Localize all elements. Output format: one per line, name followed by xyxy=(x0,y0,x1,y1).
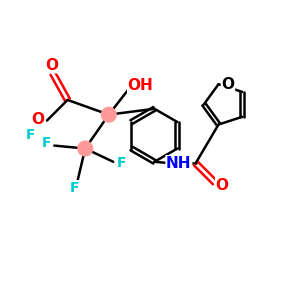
Text: F: F xyxy=(117,156,126,170)
Text: F: F xyxy=(41,136,51,150)
Text: OH: OH xyxy=(128,78,154,93)
Text: NH: NH xyxy=(166,156,192,171)
Circle shape xyxy=(78,141,93,156)
Text: O: O xyxy=(216,178,229,193)
Circle shape xyxy=(101,107,116,122)
Text: F: F xyxy=(70,181,80,195)
Text: F: F xyxy=(26,128,35,142)
Text: O: O xyxy=(45,58,58,73)
Text: O: O xyxy=(32,112,45,127)
Text: O: O xyxy=(221,77,235,92)
